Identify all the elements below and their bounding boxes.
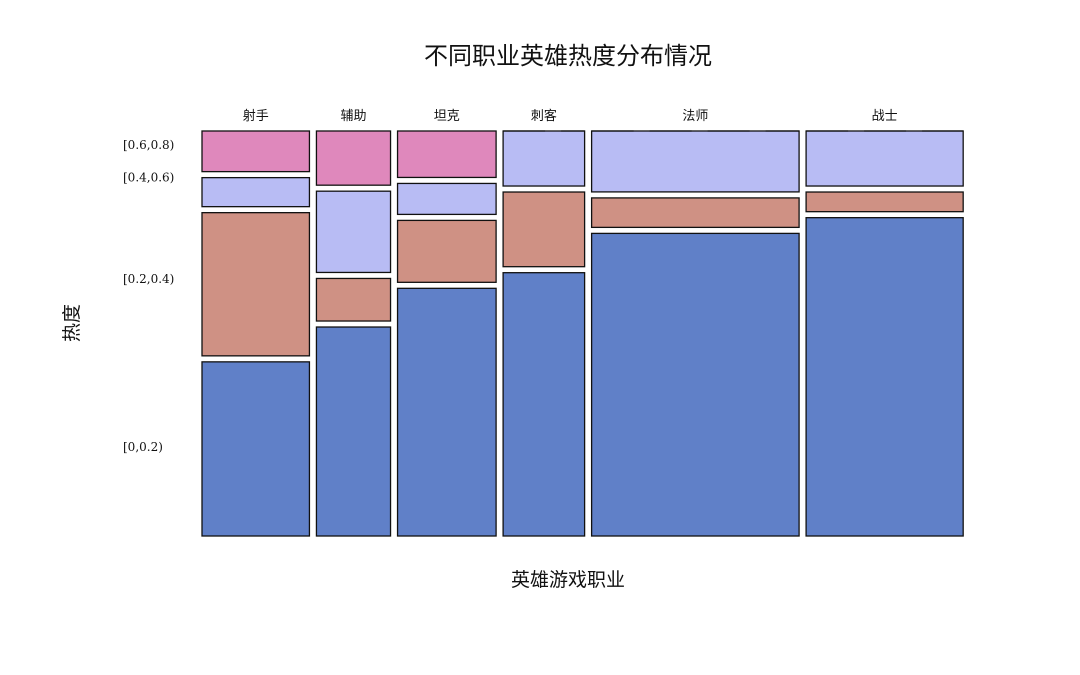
category-label-0: 射手: [243, 108, 269, 124]
tile-坦克-3: [396, 130, 497, 179]
category-label-5: 战士: [872, 109, 898, 124]
tile-坦克-0: [396, 287, 497, 537]
tile-辅助-1: [315, 277, 392, 322]
category-labels: 射手 辅助 坦克 刺客 法师 战士: [243, 108, 898, 124]
chart-title: 不同职业英雄热度分布情况: [424, 42, 712, 70]
tile-坦克-1: [396, 219, 497, 283]
tile-辅助-2: [315, 190, 392, 274]
tile-辅助-3: [315, 130, 392, 186]
level-labels: [0,0.2) [0.2,0.4) [0.4,0.6) [0.6,0.8): [123, 138, 174, 454]
x-axis-title: 英雄游戏职业: [511, 569, 625, 591]
level-label-1: [0.2,0.4): [123, 272, 174, 286]
tile-法师-1: [590, 197, 800, 229]
tile-坦克-2: [396, 182, 497, 216]
category-label-1: 辅助: [340, 109, 366, 124]
level-label-0: [0,0.2): [123, 440, 163, 454]
category-label-4: 法师: [682, 109, 708, 124]
tile-法师-0: [590, 232, 800, 537]
category-label-2: 坦克: [434, 109, 460, 124]
tile-射手-1: [201, 212, 311, 357]
tile-射手-2: [201, 176, 311, 208]
level-label-3: [0.6,0.8): [123, 138, 174, 152]
category-label-3: 刺客: [531, 108, 557, 124]
tile-射手-3: [201, 130, 311, 173]
tile-战士-1: [805, 191, 964, 213]
tile-法师-2: [590, 130, 800, 193]
y-axis-title: 热度: [61, 304, 83, 342]
tile-战士-0: [805, 217, 964, 537]
level-label-2: [0.4,0.6): [123, 171, 174, 185]
tile-战士-2: [805, 130, 964, 187]
tiles-layer: [201, 130, 964, 537]
tile-刺客-2: [502, 130, 586, 187]
tile-刺客-1: [502, 191, 586, 268]
tile-射手-0: [201, 361, 311, 537]
tile-刺客-0: [502, 272, 586, 537]
tile-辅助-0: [315, 326, 392, 537]
